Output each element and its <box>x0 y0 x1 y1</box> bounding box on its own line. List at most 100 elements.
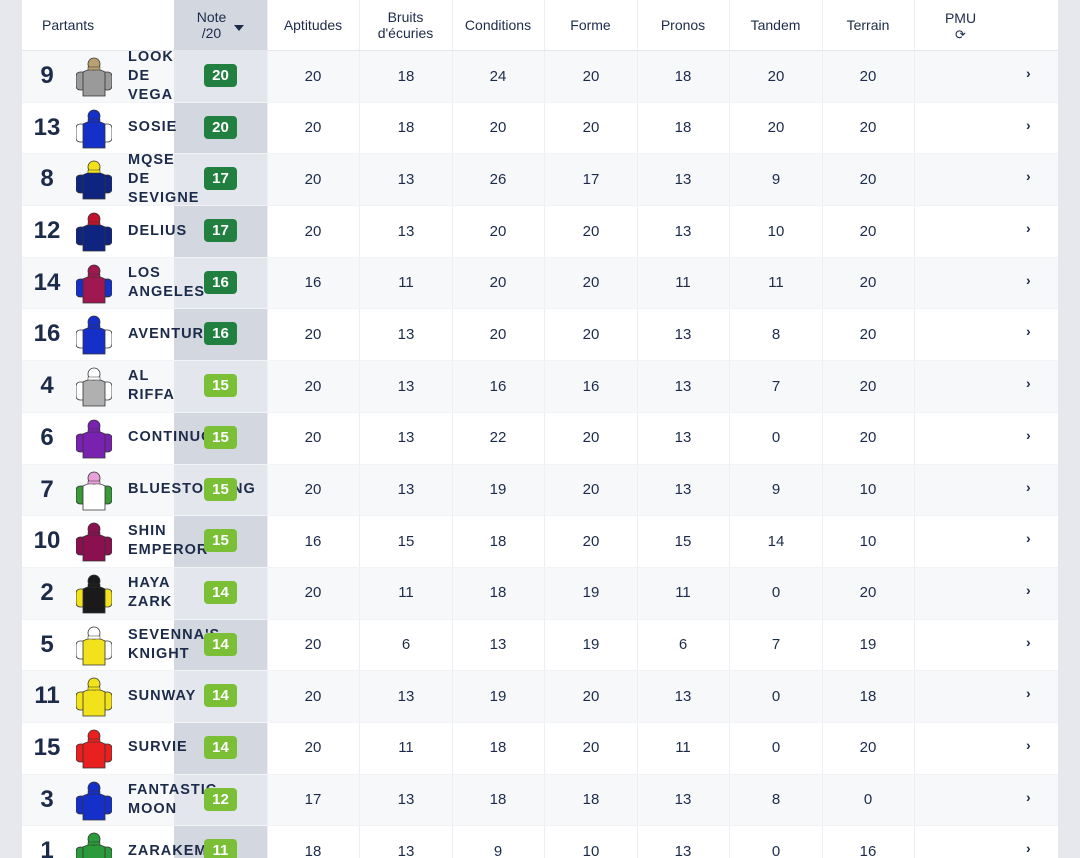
note-badge: 20 <box>204 64 237 87</box>
header-partants-label: Partants <box>42 17 95 33</box>
horse-name[interactable]: ZARAKEM <box>128 842 208 858</box>
chevron-right-icon[interactable]: › <box>1026 478 1031 495</box>
tandem-value: 0 <box>771 429 781 447</box>
chevron-right-icon[interactable]: › <box>1026 271 1031 288</box>
chevron-right-icon[interactable]: › <box>1026 840 1031 857</box>
table-row[interactable]: 3 FANTASTIC MOON 12 17 13 18 18 13 8 0 › <box>22 774 1058 827</box>
chevron-right-icon[interactable]: › <box>1026 323 1031 340</box>
jockey-silk-icon <box>76 677 112 717</box>
chevron-right-icon[interactable]: › <box>1026 633 1031 650</box>
horse-name[interactable]: SURVIE <box>128 739 188 756</box>
aptitudes-value: 20 <box>304 429 322 447</box>
horse-name[interactable]: LOOK DE VEGA <box>128 48 174 103</box>
tandem-value: 9 <box>771 170 781 188</box>
terrain-value: 20 <box>859 584 877 602</box>
horse-name[interactable]: FANTASTIC MOON <box>128 781 218 817</box>
refresh-icon[interactable]: ⟳ <box>955 26 966 42</box>
chevron-right-icon[interactable]: › <box>1026 685 1031 702</box>
chevron-right-icon[interactable]: › <box>1026 530 1031 547</box>
table-row[interactable]: 4 AL RIFFA 15 20 13 16 16 13 7 20 › <box>22 361 1058 413</box>
chevron-right-icon[interactable]: › <box>1026 788 1031 805</box>
chevron-right-icon[interactable]: › <box>1026 375 1031 392</box>
terrain-value: 20 <box>859 170 877 188</box>
horse-name[interactable]: LOS ANGELES <box>128 264 206 300</box>
header-note-sort[interactable]: Note /20 <box>174 0 267 50</box>
table-row[interactable]: 5 SEVENNA'S KNIGHT 14 20 6 13 19 6 7 19 … <box>22 620 1058 672</box>
chevron-right-icon[interactable]: › <box>1026 581 1031 598</box>
horse-name[interactable]: SUNWAY <box>128 687 197 704</box>
table-row[interactable]: 9 LOOK DE VEGA 20 20 18 24 20 18 20 20 › <box>22 48 1058 103</box>
chevron-right-icon[interactable]: › <box>1026 168 1031 185</box>
header-aptitudes[interactable]: Aptitudes <box>267 0 359 50</box>
header-forme[interactable]: Forme <box>544 0 637 50</box>
tandem-value: 0 <box>771 584 781 602</box>
chevron-right-icon[interactable]: › <box>1026 65 1031 81</box>
table-row[interactable]: 10 SHIN EMPEROR 15 16 15 18 20 15 14 10 … <box>22 516 1058 568</box>
table-row[interactable]: 8 MQSE DE SEVIGNE 17 20 13 26 17 13 9 20… <box>22 151 1058 207</box>
table-row[interactable]: 7 BLUESTOCKING 15 20 13 19 20 13 9 10 › <box>22 464 1058 517</box>
note-badge: 15 <box>204 425 237 449</box>
header-partants[interactable]: Partants <box>42 0 94 50</box>
pronos-value: 18 <box>674 119 692 137</box>
conditions-value: 18 <box>489 532 507 550</box>
terrain-value: 16 <box>859 842 877 858</box>
horse-name[interactable]: CONTINUO <box>128 429 214 446</box>
header-pronos-label: Pronos <box>660 17 706 33</box>
conditions-value: 18 <box>489 584 507 602</box>
bruits-value: 13 <box>397 170 415 188</box>
horse-name[interactable]: AL RIFFA <box>128 368 175 404</box>
horse-name[interactable]: MQSE DE SEVIGNE <box>128 151 200 206</box>
chevron-right-icon[interactable]: › <box>1026 426 1031 443</box>
header-bruits[interactable]: Bruits d'écuries <box>359 0 452 50</box>
header-tandem[interactable]: Tandem <box>729 0 822 50</box>
header-pmu-label: PMU <box>944 9 977 26</box>
table-row[interactable]: 11 SUNWAY 14 20 13 19 20 13 0 18 › <box>22 671 1058 723</box>
header-pmu[interactable]: PMU ⟳ <box>914 0 1007 50</box>
horse-name[interactable]: SHIN EMPEROR <box>128 523 209 559</box>
terrain-value: 20 <box>859 274 877 292</box>
runner-number: 11 <box>34 682 60 710</box>
terrain-value: 10 <box>859 532 877 550</box>
table-row[interactable]: 15 SURVIE 14 20 11 18 20 11 0 20 › <box>22 723 1058 775</box>
forme-value: 20 <box>582 739 600 757</box>
header-terrain[interactable]: Terrain <box>822 0 914 50</box>
table-row[interactable]: 12 DELIUS 17 20 13 20 20 13 10 20 › <box>22 206 1058 258</box>
forme-value: 18 <box>582 791 600 809</box>
terrain-value: 20 <box>859 377 877 395</box>
bruits-value: 13 <box>397 429 415 447</box>
pronos-value: 13 <box>674 325 692 343</box>
chevron-right-icon[interactable]: › <box>1026 116 1031 133</box>
forme-value: 16 <box>582 377 600 395</box>
aptitudes-value: 16 <box>304 532 322 550</box>
tandem-value: 14 <box>767 532 785 550</box>
horse-name[interactable]: SEVENNA'S KNIGHT <box>128 626 221 662</box>
horse-name[interactable]: HAYA ZARK <box>128 574 173 610</box>
aptitudes-value: 20 <box>304 222 322 240</box>
pronos-value: 18 <box>674 67 692 85</box>
pronos-value: 13 <box>674 481 692 498</box>
chevron-right-icon[interactable]: › <box>1026 220 1031 237</box>
jockey-silk-icon <box>76 471 112 510</box>
header-pronos[interactable]: Pronos <box>637 0 729 50</box>
tandem-value: 7 <box>771 377 781 395</box>
table-row[interactable]: 2 HAYA ZARK 14 20 11 18 19 11 0 20 › <box>22 567 1058 620</box>
horse-name[interactable]: AVENTURE <box>128 325 215 342</box>
horse-name[interactable]: SOSIE <box>128 119 178 136</box>
horse-name[interactable]: DELIUS <box>128 222 188 239</box>
note-badge: 17 <box>204 219 237 243</box>
chevron-right-icon[interactable]: › <box>1026 736 1031 753</box>
table-row[interactable]: 13 SOSIE 20 20 18 20 20 18 20 20 › <box>22 103 1058 155</box>
table-row[interactable]: 16 AVENTURE 16 20 13 20 20 13 8 20 › <box>22 309 1058 362</box>
conditions-value: 22 <box>489 429 507 447</box>
table-row[interactable]: 1 ZARAKEM 11 18 13 9 10 13 0 16 › <box>22 826 1058 858</box>
header-conditions[interactable]: Conditions <box>452 0 544 50</box>
note-badge: 17 <box>204 167 237 191</box>
runner-number: 12 <box>33 217 61 245</box>
jockey-silk-icon <box>76 264 112 304</box>
table-row[interactable]: 14 LOS ANGELES 16 16 11 20 20 11 11 20 › <box>22 257 1058 310</box>
table-row[interactable]: 6 CONTINUO 15 20 13 22 20 13 0 20 › <box>22 413 1058 465</box>
note-badge: 16 <box>204 322 237 346</box>
bruits-value: 13 <box>397 687 415 705</box>
forme-value: 20 <box>582 67 600 85</box>
jockey-silk-icon <box>76 832 112 858</box>
